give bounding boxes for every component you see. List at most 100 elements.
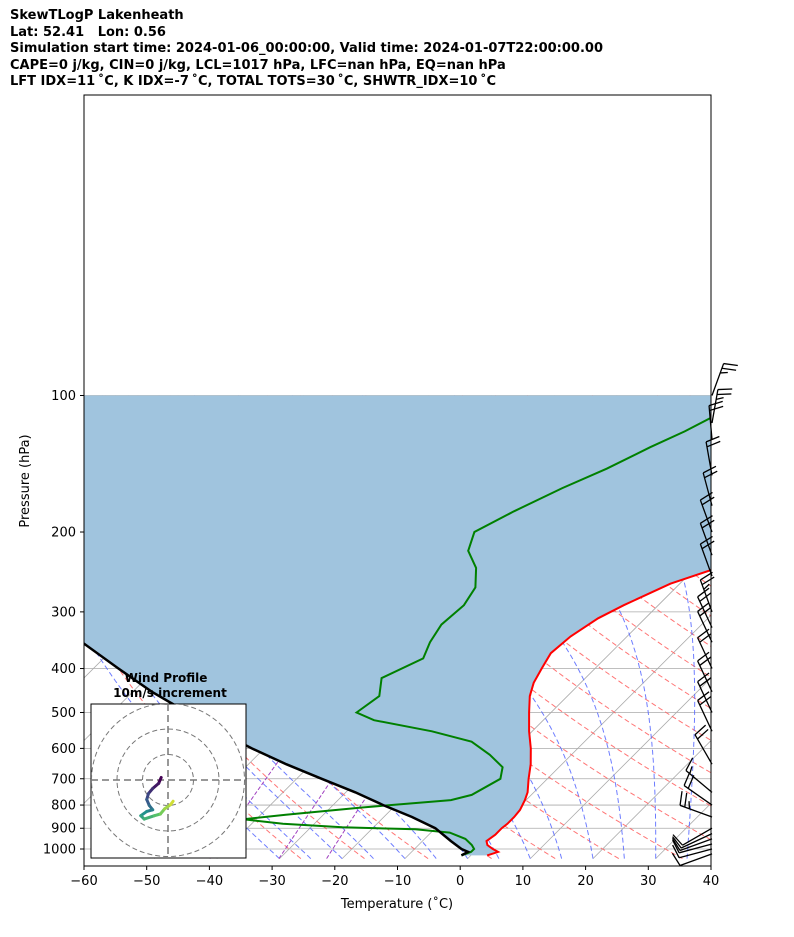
barb-flag xyxy=(700,491,713,501)
dry-adiabat-line xyxy=(84,613,302,859)
isotherm-line xyxy=(592,740,711,859)
barb-flag xyxy=(672,839,680,854)
barb-flag xyxy=(699,592,712,602)
barb-flag xyxy=(685,757,694,771)
x-tick-label: 30 xyxy=(640,874,657,889)
wind-barb xyxy=(672,833,713,849)
wind-barb xyxy=(702,465,718,506)
barb-flag xyxy=(721,367,737,371)
barb-staff xyxy=(697,637,713,669)
barb-staff xyxy=(697,700,713,732)
hodograph-plot xyxy=(91,704,246,858)
wind-barbs xyxy=(671,362,738,867)
isotherm-line xyxy=(530,677,711,859)
barb-flag xyxy=(697,602,710,612)
wind-barb xyxy=(697,602,713,643)
wind-barb xyxy=(683,772,713,806)
parcel-line xyxy=(84,642,471,857)
barb-flag xyxy=(704,470,718,479)
wind-barb xyxy=(679,791,713,818)
barb-flag xyxy=(717,388,733,391)
wind-barb xyxy=(697,672,713,713)
barb-flag xyxy=(723,362,738,367)
x-tick-label: −50 xyxy=(133,874,160,889)
y-tick-label: 400 xyxy=(51,662,76,677)
y-axis-label: Pressure (hPa) xyxy=(18,434,33,527)
wind-barb xyxy=(671,838,713,852)
barb-staff xyxy=(702,472,713,506)
moist-adiabat-line xyxy=(361,395,625,859)
barb-staff xyxy=(699,499,713,533)
x-tick-label: −30 xyxy=(258,874,285,889)
barb-flag xyxy=(697,587,710,598)
barb-staff xyxy=(678,843,713,854)
x-axis-label: Temperature (˚C) xyxy=(340,896,453,912)
barb-staff xyxy=(678,848,713,859)
time-info: Simulation start time: 2024-01-06_00:00:… xyxy=(10,41,603,57)
barb-staff xyxy=(679,853,713,867)
temperature-line xyxy=(485,569,711,857)
moist-adiabat-line xyxy=(718,396,749,859)
wind-barb xyxy=(672,827,713,846)
y-tick-label: 800 xyxy=(51,799,76,814)
y-tick-label: 100 xyxy=(51,389,76,404)
wind-barb xyxy=(699,515,715,556)
barb-staff xyxy=(705,441,713,476)
x-tick-label: −60 xyxy=(70,874,97,889)
x-tick-label: 20 xyxy=(577,874,594,889)
barb-flag xyxy=(717,393,732,396)
inset-subtitle: 10m/s increment xyxy=(113,686,227,700)
y-tick-label: 900 xyxy=(51,822,76,837)
barb-staff xyxy=(699,543,713,577)
hodograph-inset: Wind Profile 10m/s increment xyxy=(90,671,247,859)
wind-barb xyxy=(672,844,713,859)
barb-flag xyxy=(697,651,710,662)
barb-staff xyxy=(679,838,713,852)
barb-staff xyxy=(682,827,713,846)
x-tick-label: 10 xyxy=(515,874,532,889)
x-tick-label: −10 xyxy=(384,874,411,889)
wind-barb xyxy=(672,839,713,854)
wind-barb xyxy=(685,757,713,793)
x-tick-label: −20 xyxy=(321,874,348,889)
hodograph-ring xyxy=(91,704,245,857)
barb-staff xyxy=(683,785,713,806)
barb-flag xyxy=(701,576,715,586)
wind-barb xyxy=(694,724,713,765)
isotherm-line xyxy=(467,614,711,859)
wind-barb xyxy=(711,388,733,424)
stability-indices-1: CAPE=0 j/kg, CIN=0 j/kg, LCL=1017 hPa, L… xyxy=(10,57,506,73)
barb-flag xyxy=(684,792,688,808)
barb-flag xyxy=(700,515,713,524)
barb-flag xyxy=(716,397,724,401)
barb-staff xyxy=(699,579,713,613)
y-tick-label: 300 xyxy=(51,605,76,620)
wind-barb xyxy=(711,362,738,396)
dewpoint-line xyxy=(243,416,711,857)
dry-adiabat-line xyxy=(755,396,794,859)
wind-barb xyxy=(699,491,715,533)
barb-flag xyxy=(679,791,683,806)
barb-flag xyxy=(702,465,717,474)
barb-flag xyxy=(705,435,720,443)
wind-barb xyxy=(697,691,713,732)
barb-staff xyxy=(699,523,713,556)
barb-flag xyxy=(699,677,712,687)
station-coordinates: Lat: 52.41 Lon: 0.56 xyxy=(10,24,166,40)
barb-flag xyxy=(671,838,681,851)
stability-indices-2: LFT IDX=11 ˚C, K IDX=-7 ˚C, TOTAL TOTS=3… xyxy=(10,74,497,90)
wind-barb xyxy=(705,435,721,476)
barb-staff xyxy=(697,596,713,628)
wind-barb xyxy=(697,651,713,693)
barb-flag xyxy=(683,772,691,786)
barb-flag xyxy=(687,774,695,789)
barb-staff xyxy=(694,734,713,765)
barb-flag xyxy=(697,672,710,683)
axes: −60 −50 −40 −30 −20 −10 0 10 20 30 40 100 200 300 400 5… xyxy=(43,389,719,889)
isotherm-line xyxy=(718,396,794,859)
barb-flag xyxy=(672,844,680,859)
barb-flag xyxy=(697,691,710,701)
moist-adiabat-line xyxy=(193,395,531,859)
y-tick-label: 200 xyxy=(51,526,76,541)
wind-barb xyxy=(671,853,713,867)
